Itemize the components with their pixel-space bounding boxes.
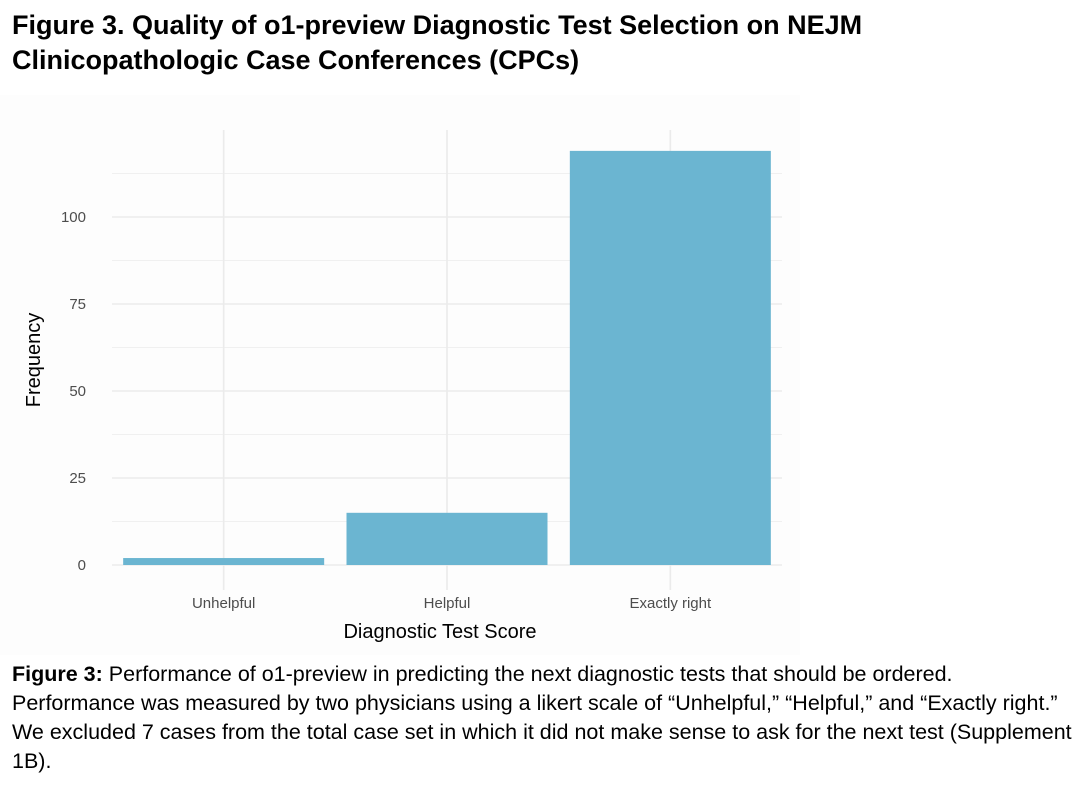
caption-text: Performance of o1-preview in predicting …	[12, 662, 1072, 773]
figure-title: Figure 3. Quality of o1-preview Diagnost…	[12, 10, 863, 75]
y-tick-labels: 0 25 50 75 100	[61, 209, 86, 574]
y-tick-label: 50	[69, 383, 86, 400]
x-tick-labels: Unhelpful Helpful Exactly right	[192, 595, 712, 612]
caption-label: Figure 3:	[12, 662, 103, 686]
x-tick-label: Helpful	[424, 595, 471, 612]
x-tick-label: Unhelpful	[192, 595, 255, 612]
y-axis-label: Frequency	[23, 313, 45, 408]
bar-helpful	[346, 512, 548, 565]
y-tick-label: 75	[69, 296, 86, 313]
figure-caption: Figure 3: Performance of o1-preview in p…	[12, 660, 1072, 776]
x-tick-label: Exactly right	[629, 595, 712, 612]
x-axis-label: Diagnostic Test Score	[343, 621, 536, 643]
y-tick-label: 100	[61, 209, 86, 226]
bar-exactly-right	[569, 150, 771, 565]
bars	[123, 150, 771, 565]
bar-unhelpful	[123, 558, 325, 565]
bar-chart: 0 25 50 75 100 Unhelpful Helpful Exactly right…	[0, 95, 800, 655]
y-tick-label: 0	[78, 557, 86, 574]
y-tick-label: 25	[69, 470, 86, 487]
